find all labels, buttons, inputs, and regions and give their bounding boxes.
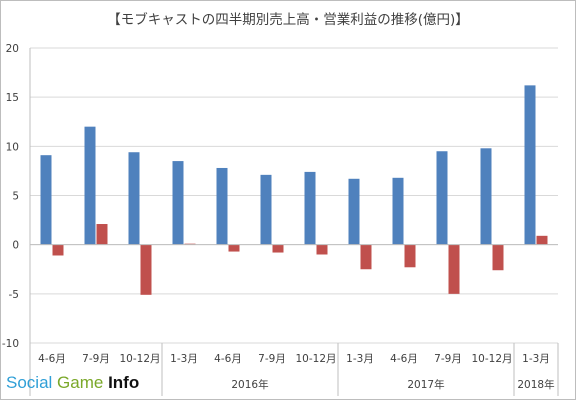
year-label: 2017年 xyxy=(407,378,444,391)
bar xyxy=(360,244,372,270)
x-tick-label: 4-6月 xyxy=(390,353,418,365)
bar xyxy=(492,244,504,271)
bar xyxy=(172,161,184,245)
x-tick-label: 4-6月 xyxy=(38,353,66,365)
chart-title: 【モブキャストの四半期別売上高・営業利益の推移(億円)】 xyxy=(107,12,469,28)
bar xyxy=(216,167,228,245)
bar xyxy=(260,174,272,245)
y-tick-label: 20 xyxy=(6,43,19,55)
bar xyxy=(536,235,548,245)
bar xyxy=(128,152,140,245)
x-tick-label: 10-12月 xyxy=(295,353,336,365)
y-tick-label: 0 xyxy=(12,240,19,252)
bar xyxy=(392,177,404,245)
bar xyxy=(480,148,492,245)
x-tick-label: 10-12月 xyxy=(119,353,160,365)
x-tick-label: 1-3月 xyxy=(522,353,550,365)
year-label: 2018年 xyxy=(517,378,554,391)
bar xyxy=(84,126,96,245)
x-tick-label: 7-9月 xyxy=(434,353,462,365)
x-tick-label: 1-3月 xyxy=(170,353,198,365)
y-tick-label: 10 xyxy=(6,141,19,153)
watermark-logo: Social Game Info xyxy=(6,373,140,392)
bar xyxy=(448,244,460,294)
bar xyxy=(304,171,316,245)
bar xyxy=(316,244,328,255)
bar xyxy=(348,178,360,245)
bar xyxy=(436,151,448,245)
x-tick-label: 4-6月 xyxy=(214,353,242,365)
bar xyxy=(40,155,52,245)
y-tick-label: -5 xyxy=(9,289,19,301)
bar xyxy=(52,244,64,256)
bar xyxy=(140,244,152,295)
x-tick-label: 10-12月 xyxy=(471,353,512,365)
bar xyxy=(524,85,536,245)
bar xyxy=(96,224,108,245)
y-tick-label: 15 xyxy=(6,92,19,104)
x-tick-label: 7-9月 xyxy=(82,353,110,365)
y-tick-label: -10 xyxy=(2,338,19,350)
bar xyxy=(272,244,284,253)
bar xyxy=(404,244,416,268)
x-tick-label: 1-3月 xyxy=(346,353,374,365)
y-tick-label: 5 xyxy=(12,191,19,203)
x-tick-label: 7-9月 xyxy=(258,353,286,365)
year-label: 2016年 xyxy=(231,378,268,391)
bar xyxy=(228,244,240,252)
